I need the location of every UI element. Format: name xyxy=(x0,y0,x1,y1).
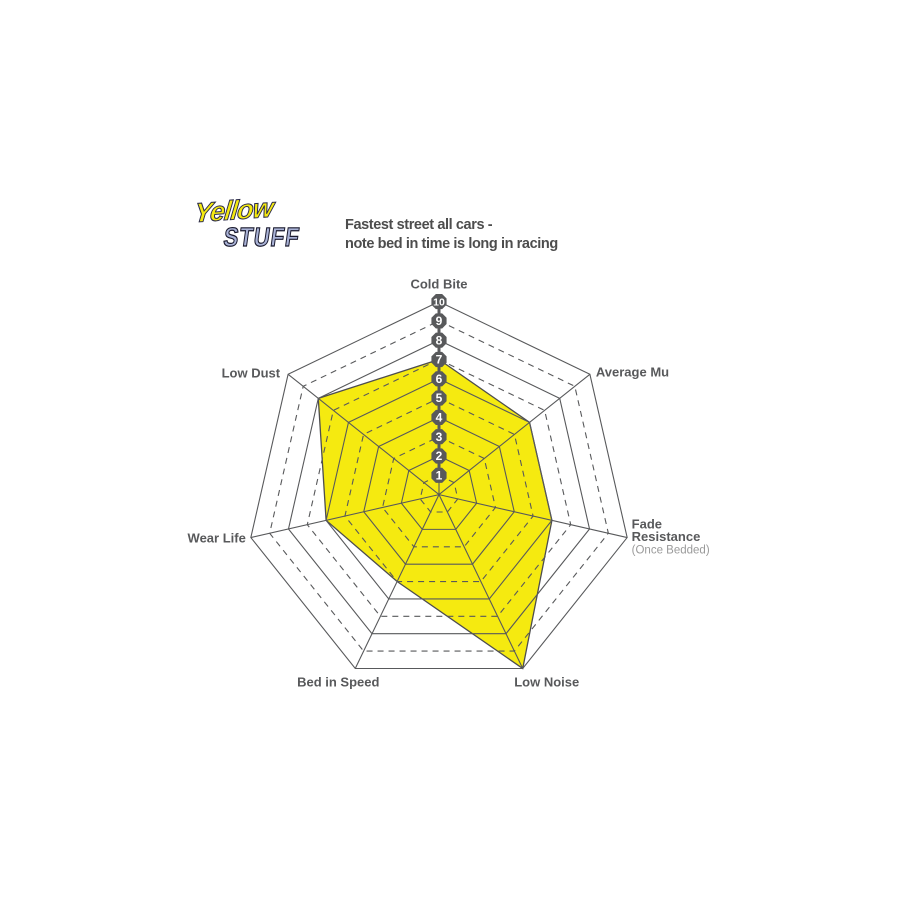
svg-text:5: 5 xyxy=(436,391,443,405)
svg-text:Bed in Speed: Bed in Speed xyxy=(297,674,379,689)
svg-text:1: 1 xyxy=(436,468,443,482)
svg-text:Wear Life: Wear Life xyxy=(188,531,246,546)
svg-text:9: 9 xyxy=(436,314,443,328)
svg-text:Low Noise: Low Noise xyxy=(514,674,579,689)
svg-text:(Once Bedded): (Once Bedded) xyxy=(632,545,710,557)
svg-text:3: 3 xyxy=(436,430,443,444)
svg-text:Average Mu: Average Mu xyxy=(596,364,669,379)
svg-text:4: 4 xyxy=(436,411,443,425)
svg-text:10: 10 xyxy=(433,297,445,309)
svg-text:2: 2 xyxy=(436,449,443,463)
svg-text:Cold Bite: Cold Bite xyxy=(410,277,467,292)
svg-text:7: 7 xyxy=(436,353,443,367)
svg-text:Low Dust: Low Dust xyxy=(222,365,281,380)
svg-text:6: 6 xyxy=(436,372,443,386)
svg-text:Resistance: Resistance xyxy=(632,529,701,544)
svg-text:8: 8 xyxy=(436,333,443,347)
